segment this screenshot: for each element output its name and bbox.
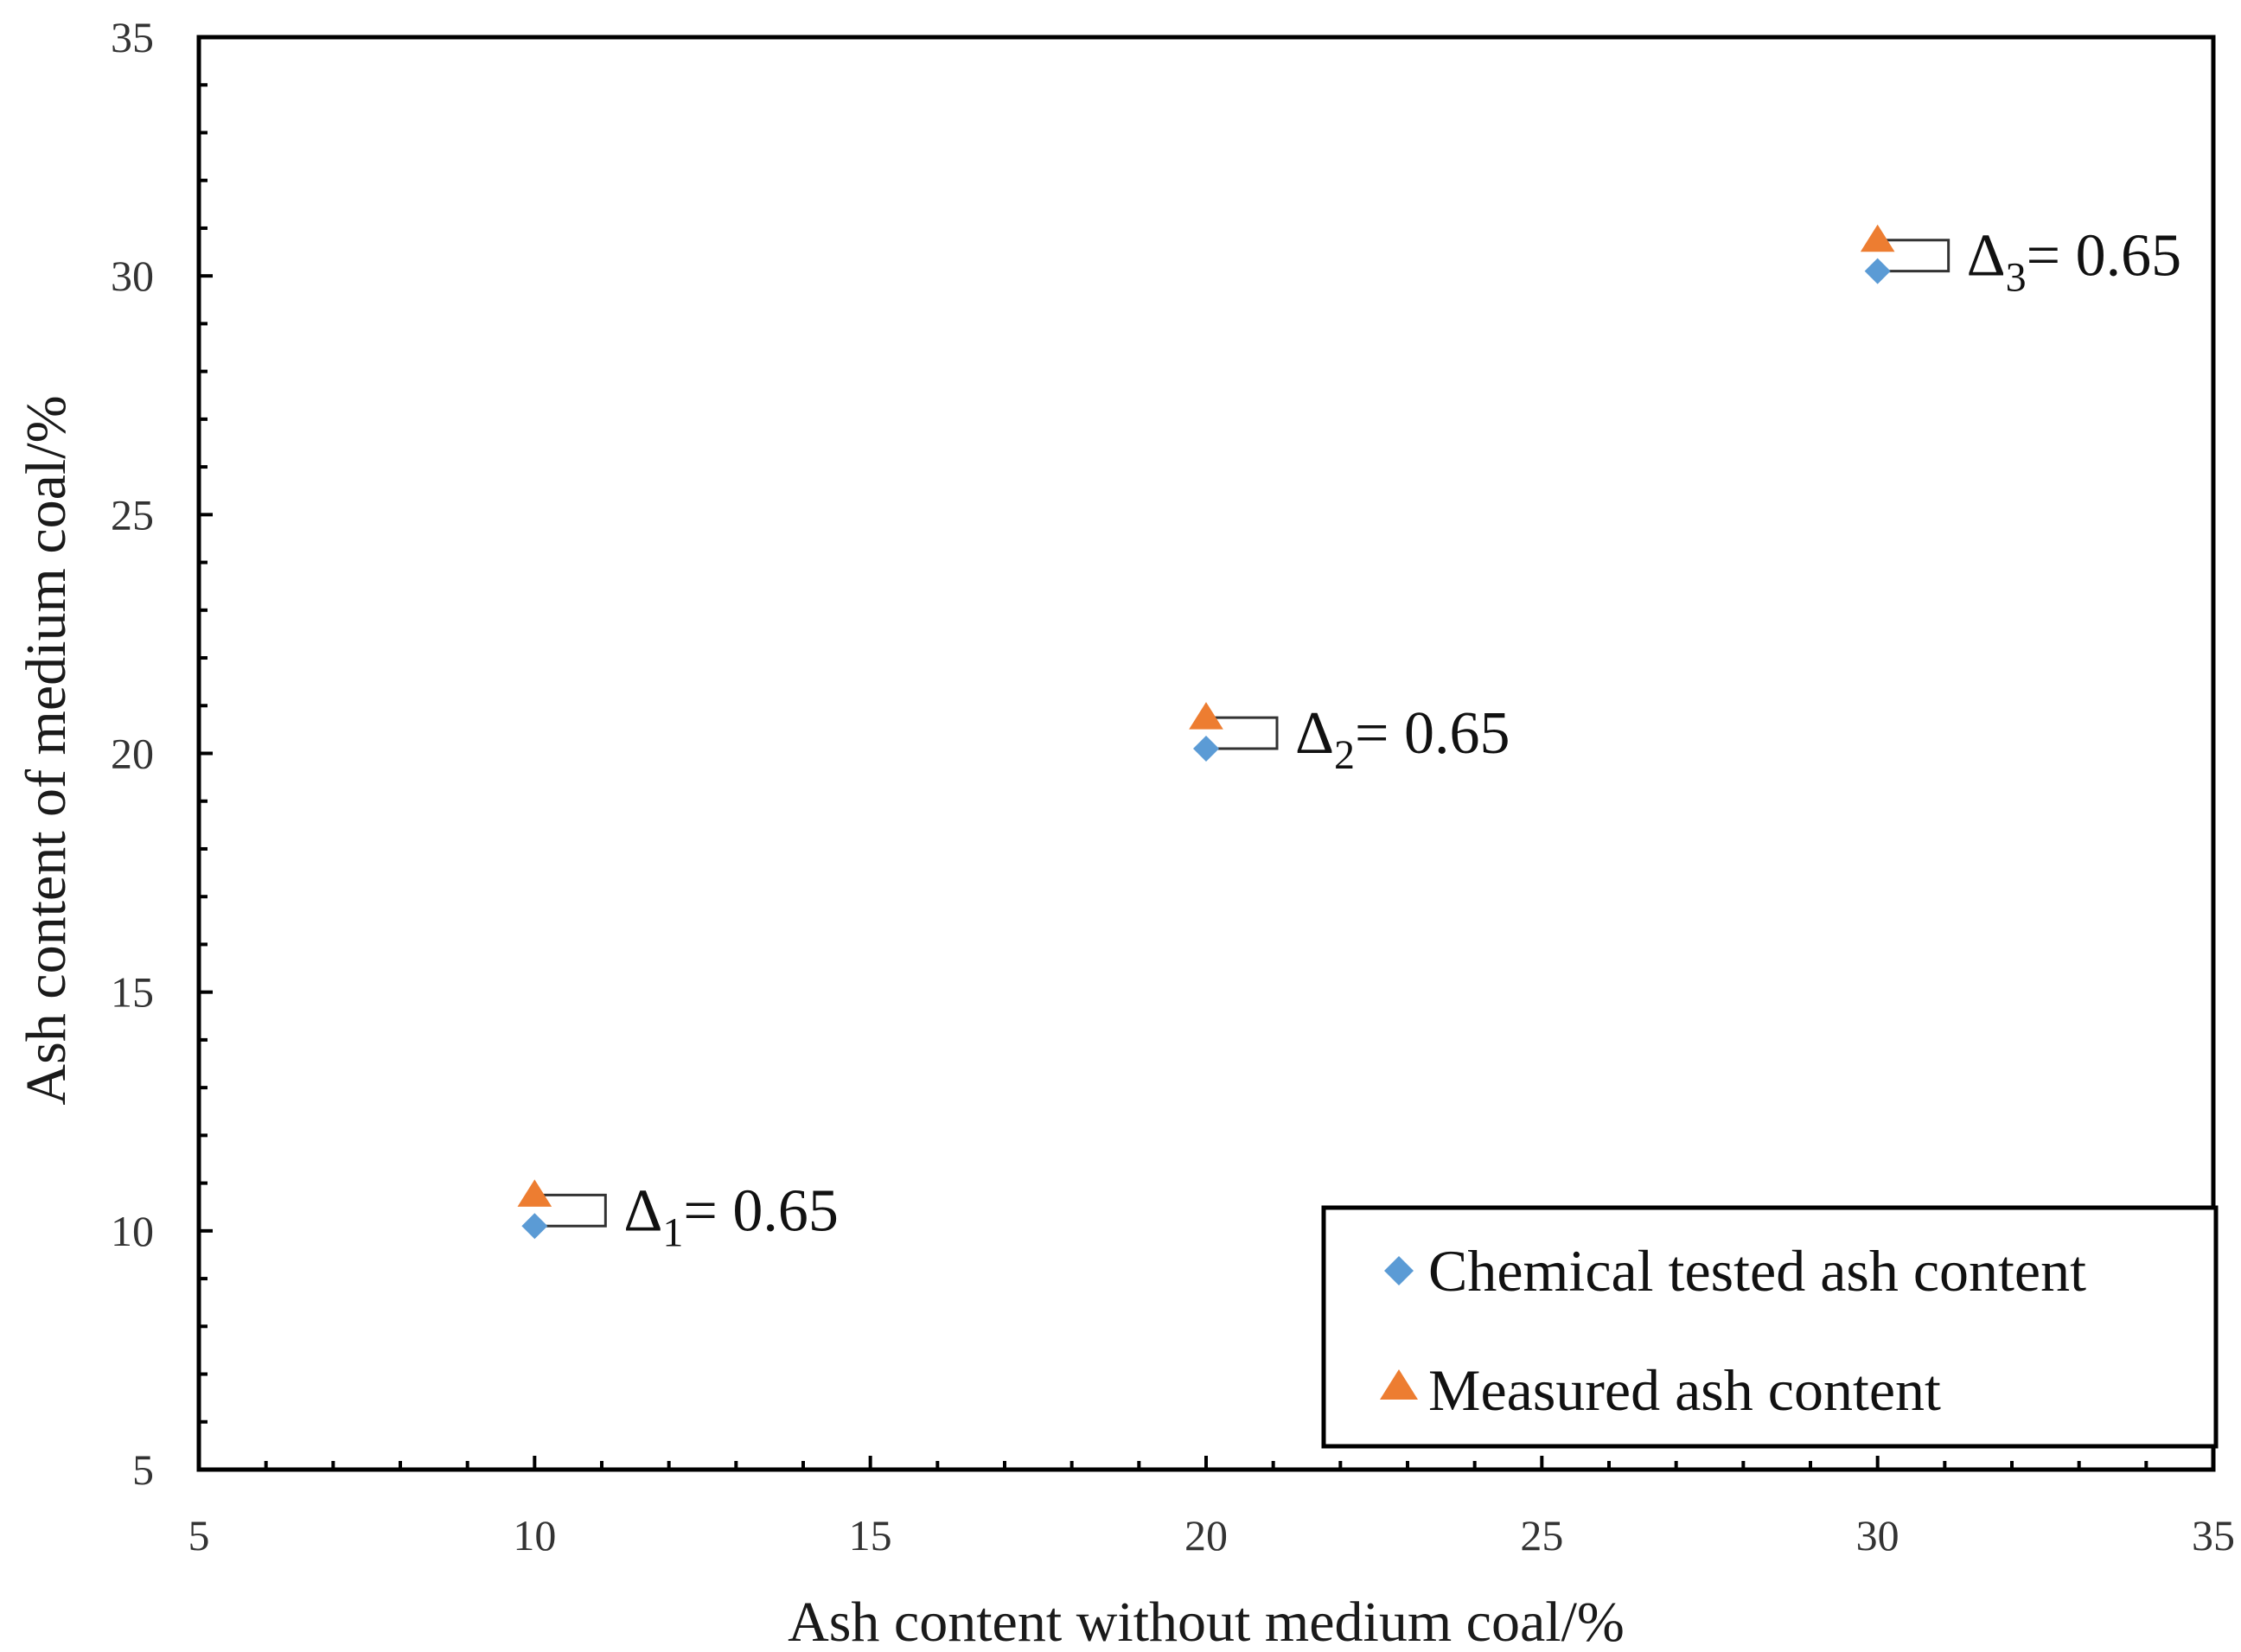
x-tick-label: 10	[513, 1511, 556, 1560]
delta-subscript: 1	[662, 1209, 683, 1255]
y-tick-label: 10	[111, 1207, 154, 1255]
x-tick-label: 25	[1520, 1511, 1563, 1560]
y-tick-label: 35	[111, 13, 154, 61]
y-tick-label: 30	[111, 252, 154, 300]
measured-point	[1189, 702, 1223, 730]
delta-value: = 0.65	[1355, 700, 1510, 767]
measured-point	[1860, 224, 1895, 252]
x-tick-label: 5	[188, 1511, 210, 1560]
x-tick-label: 30	[1856, 1511, 1899, 1560]
x-tick-label: 15	[849, 1511, 892, 1560]
legend-box	[1321, 1205, 2219, 1449]
delta-bracket	[1877, 239, 1950, 273]
y-axis-ticks	[199, 35, 213, 1471]
y-tick-label: 25	[111, 490, 154, 539]
legend: Chemical tested ash content Measured ash …	[1321, 1205, 2219, 1449]
delta-symbol: Δ	[1967, 223, 2006, 290]
delta-label-3: Δ3= 0.65	[1967, 223, 2182, 301]
x-axis-tick-labels: 5 10 15 20 25 30 35	[188, 1511, 2236, 1560]
x-tick-label: 35	[2192, 1511, 2235, 1560]
legend-label: Chemical tested ash content	[1428, 1238, 2086, 1304]
y-tick-label: 15	[111, 968, 154, 1017]
delta-value: = 0.65	[683, 1177, 838, 1244]
y-tick-label: 5	[132, 1445, 154, 1494]
measured-point	[517, 1179, 552, 1207]
delta-subscript: 2	[1334, 732, 1355, 778]
y-axis-title: Ash content of medium coal/%	[15, 395, 78, 1105]
data-points	[517, 224, 1895, 1240]
legend-triangle-marker	[1380, 1369, 1418, 1400]
delta-label-2: Δ2= 0.65	[1295, 700, 1510, 778]
legend-label: Measured ash content	[1428, 1357, 1941, 1423]
x-axis-ticks	[197, 1456, 2215, 1470]
chemical-tested-point	[521, 1213, 548, 1240]
chemical-tested-point	[1864, 258, 1891, 284]
delta-label-1: Δ1= 0.65	[623, 1177, 839, 1255]
delta-value: = 0.65	[2027, 223, 2181, 290]
delta-symbol: Δ	[1295, 700, 1334, 767]
chemical-tested-point	[1193, 735, 1219, 762]
delta-bracket	[534, 1193, 607, 1228]
y-axis-tick-labels: 5 10 15 20 25 30 35	[111, 13, 154, 1494]
delta-subscript: 3	[2006, 255, 2027, 301]
delta-bracket	[1206, 716, 1279, 750]
y-tick-label: 20	[111, 730, 154, 778]
delta-symbol: Δ	[623, 1177, 662, 1244]
legend-diamond-marker	[1384, 1256, 1414, 1285]
x-axis-title: Ash content without medium coal/%	[788, 1591, 1625, 1652]
x-tick-label: 20	[1184, 1511, 1228, 1560]
